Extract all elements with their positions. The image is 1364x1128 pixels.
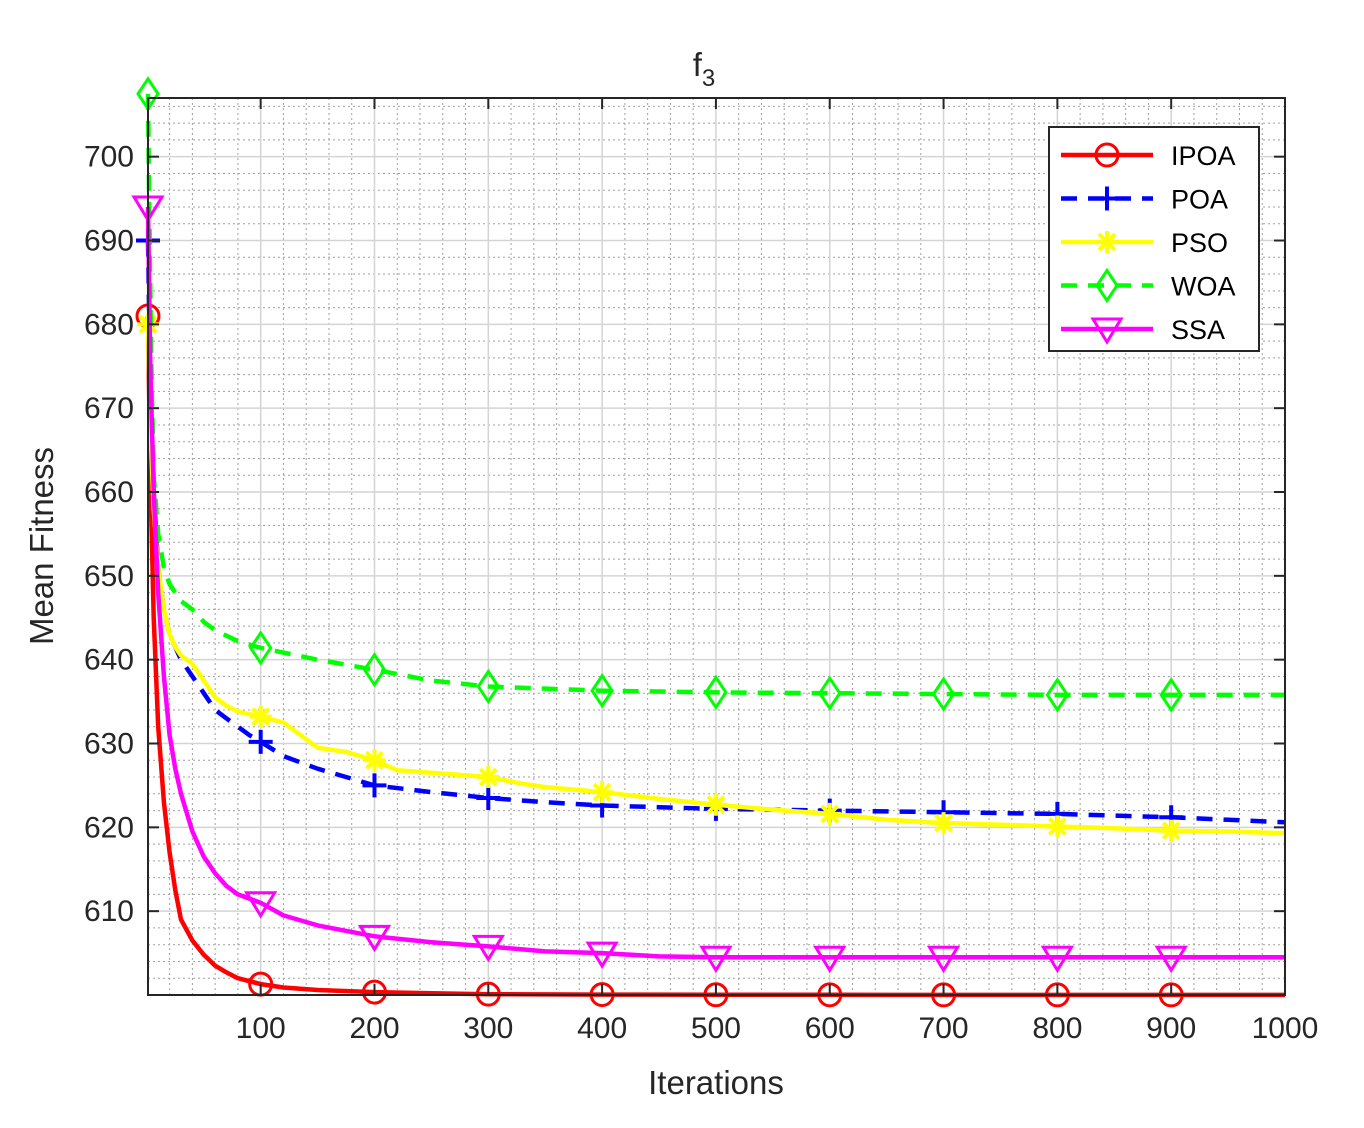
legend-label-woa: WOA	[1171, 272, 1236, 302]
x-tick-label: 100	[236, 1012, 286, 1045]
marker-ssa	[244, 891, 278, 919]
x-tick-label: 600	[805, 1012, 855, 1045]
legend-marker-ssa	[1090, 317, 1124, 345]
legend-label-poa: POA	[1171, 185, 1228, 215]
marker-pso	[1046, 815, 1069, 838]
legend-marker-poa	[1095, 186, 1119, 211]
marker-pso	[249, 705, 272, 728]
x-axis-label: Iterations	[648, 1064, 784, 1101]
marker-woa	[817, 675, 842, 711]
marker-woa	[476, 668, 501, 705]
legend-label-ssa: SSA	[1171, 315, 1225, 345]
x-tick-label: 900	[1146, 1012, 1196, 1045]
legend-entry-woa: WOA	[1061, 267, 1236, 304]
y-axis-label: Mean Fitness	[23, 447, 60, 645]
ticks-layer: 610 620 630 640 650 660 670 680 690 700 100 200 300 4…	[84, 98, 1318, 1045]
y-tick-label: 660	[84, 476, 134, 509]
series-woa	[136, 76, 1285, 713]
y-tick-label: 650	[84, 560, 134, 593]
marker-pso	[1160, 819, 1183, 842]
legend: IPOA POA PSO WOA SSA	[1048, 126, 1260, 352]
series-pso	[137, 313, 1286, 842]
marker-ssa	[926, 945, 961, 974]
series-line-ssa	[145, 206, 1285, 960]
y-tick-label: 630	[84, 728, 134, 761]
x-tick-label: 1000	[1252, 1012, 1319, 1045]
x-tick-label: 700	[919, 1012, 969, 1045]
chart-title-main: f	[693, 46, 703, 83]
marker-ssa	[1040, 945, 1075, 974]
marker-woa	[590, 672, 614, 709]
marker-woa	[931, 676, 956, 712]
marker-pso	[363, 749, 386, 772]
legend-entry-ipoa: IPOA	[1061, 141, 1236, 171]
marker-poa	[362, 773, 387, 798]
marker-ssa	[699, 945, 733, 974]
marker-ipoa	[361, 979, 387, 1005]
chart-title: f3	[693, 46, 716, 92]
series-ssa	[131, 195, 1285, 974]
y-tick-label: 690	[84, 225, 134, 258]
y-tick-label: 610	[84, 895, 134, 928]
series-poa	[136, 228, 1286, 830]
x-tick-label: 400	[577, 1012, 627, 1045]
marker-ssa	[1154, 945, 1188, 974]
y-tick-label: 680	[84, 308, 134, 341]
marker-woa	[704, 674, 728, 711]
x-tick-label: 500	[691, 1012, 741, 1045]
y-tick-label: 670	[84, 392, 134, 425]
marker-ssa	[357, 924, 392, 953]
chart-title-subscript: 3	[702, 65, 715, 92]
legend-label-pso: PSO	[1171, 228, 1228, 258]
marker-pso	[704, 793, 727, 816]
series-line-woa	[145, 93, 1285, 698]
legend-box	[1048, 126, 1260, 352]
marker-woa	[248, 630, 273, 666]
x-tick-label: 800	[1032, 1012, 1082, 1045]
legend-marker-ipoa	[1094, 142, 1120, 168]
marker-woa	[1045, 677, 1070, 713]
x-tick-label: 200	[349, 1012, 399, 1045]
marker-pso	[932, 812, 955, 835]
y-tick-label: 640	[84, 644, 134, 677]
marker-pso	[591, 781, 614, 804]
marker-ssa	[585, 941, 619, 969]
marker-pso	[818, 802, 841, 825]
legend-entry-ssa: SSA	[1061, 315, 1225, 345]
marker-woa	[1159, 677, 1183, 713]
marker-ssa	[813, 945, 847, 974]
legend-marker-woa	[1095, 267, 1119, 304]
y-tick-label: 700	[84, 141, 134, 174]
y-tick-label: 620	[84, 811, 134, 844]
marker-ssa	[471, 934, 505, 963]
legend-entry-pso: PSO	[1061, 228, 1228, 258]
marker-poa	[476, 785, 501, 810]
legend-label-ipoa: IPOA	[1171, 141, 1236, 171]
x-tick-label: 300	[463, 1012, 513, 1045]
marker-pso	[477, 766, 500, 789]
legend-marker-pso	[1096, 231, 1118, 253]
legend-entry-poa: POA	[1061, 185, 1228, 215]
marker-poa	[248, 729, 273, 754]
marker-woa	[362, 652, 387, 688]
